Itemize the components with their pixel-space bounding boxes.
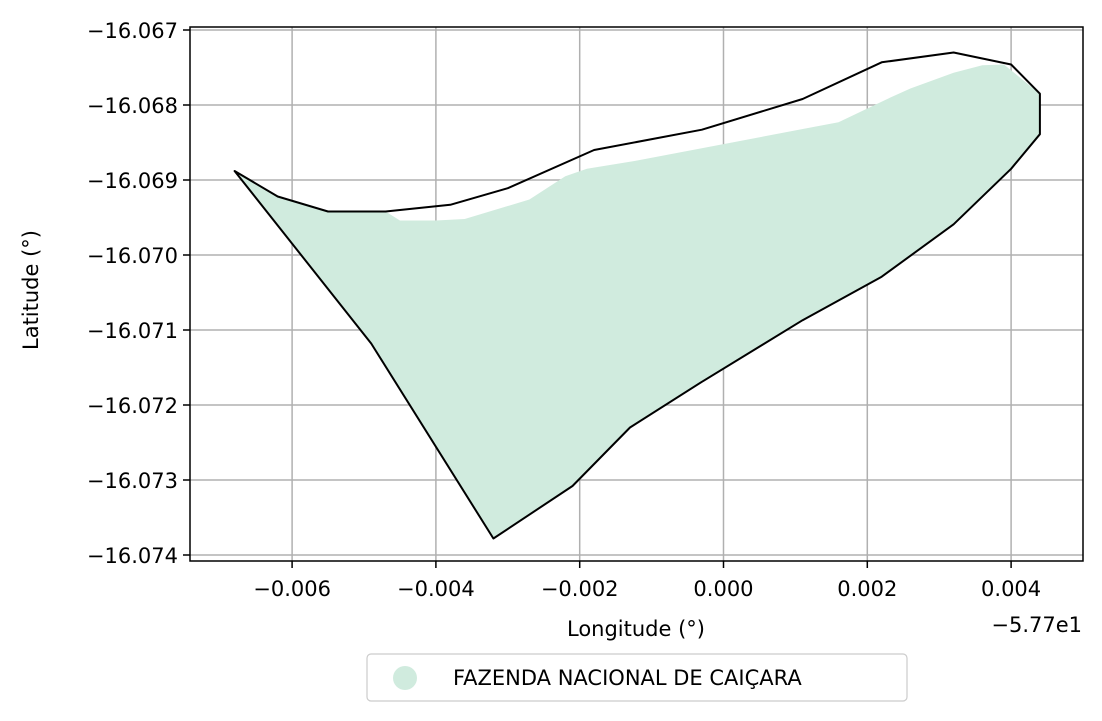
y-axis-label: Latitude (°) [19,230,43,350]
fazenda-area-fill [234,64,1040,539]
plot-frame [189,26,1084,562]
y-tick-label: −16.071 [87,319,178,343]
x-axis-label: Longitude (°) [567,617,705,641]
x-offset-label: −5.77e1 [991,613,1082,637]
x-tick-label: −0.002 [541,577,619,601]
y-tick-label: −16.072 [87,394,178,418]
plot-area [233,51,1041,540]
x-tick-label: −0.006 [253,577,331,601]
legend-label: FAZENDA NACIONAL DE CAIÇARA [453,666,802,690]
y-tick-label: −16.068 [87,94,178,118]
legend: FAZENDA NACIONAL DE CAIÇARA [366,653,908,702]
legend-box [366,653,908,702]
y-tick-label: −16.073 [87,469,178,493]
y-tick-label: −16.069 [87,169,178,193]
legend-marker [393,666,417,690]
y-tick-label: −16.070 [87,244,178,268]
x-tick-label: −0.004 [397,577,475,601]
y-tick-label: −16.067 [87,19,178,43]
x-tick-label: 0.004 [981,577,1041,601]
y-tick-label: −16.074 [87,544,178,568]
axis-ticks: −0.006 −0.004 −0.002 0.000 0.002 0.004 −16.067… [87,19,1041,601]
x-tick-label: 0.000 [693,577,753,601]
fazenda-boundary-outline [233,51,1041,540]
x-tick-label: 0.002 [837,577,897,601]
